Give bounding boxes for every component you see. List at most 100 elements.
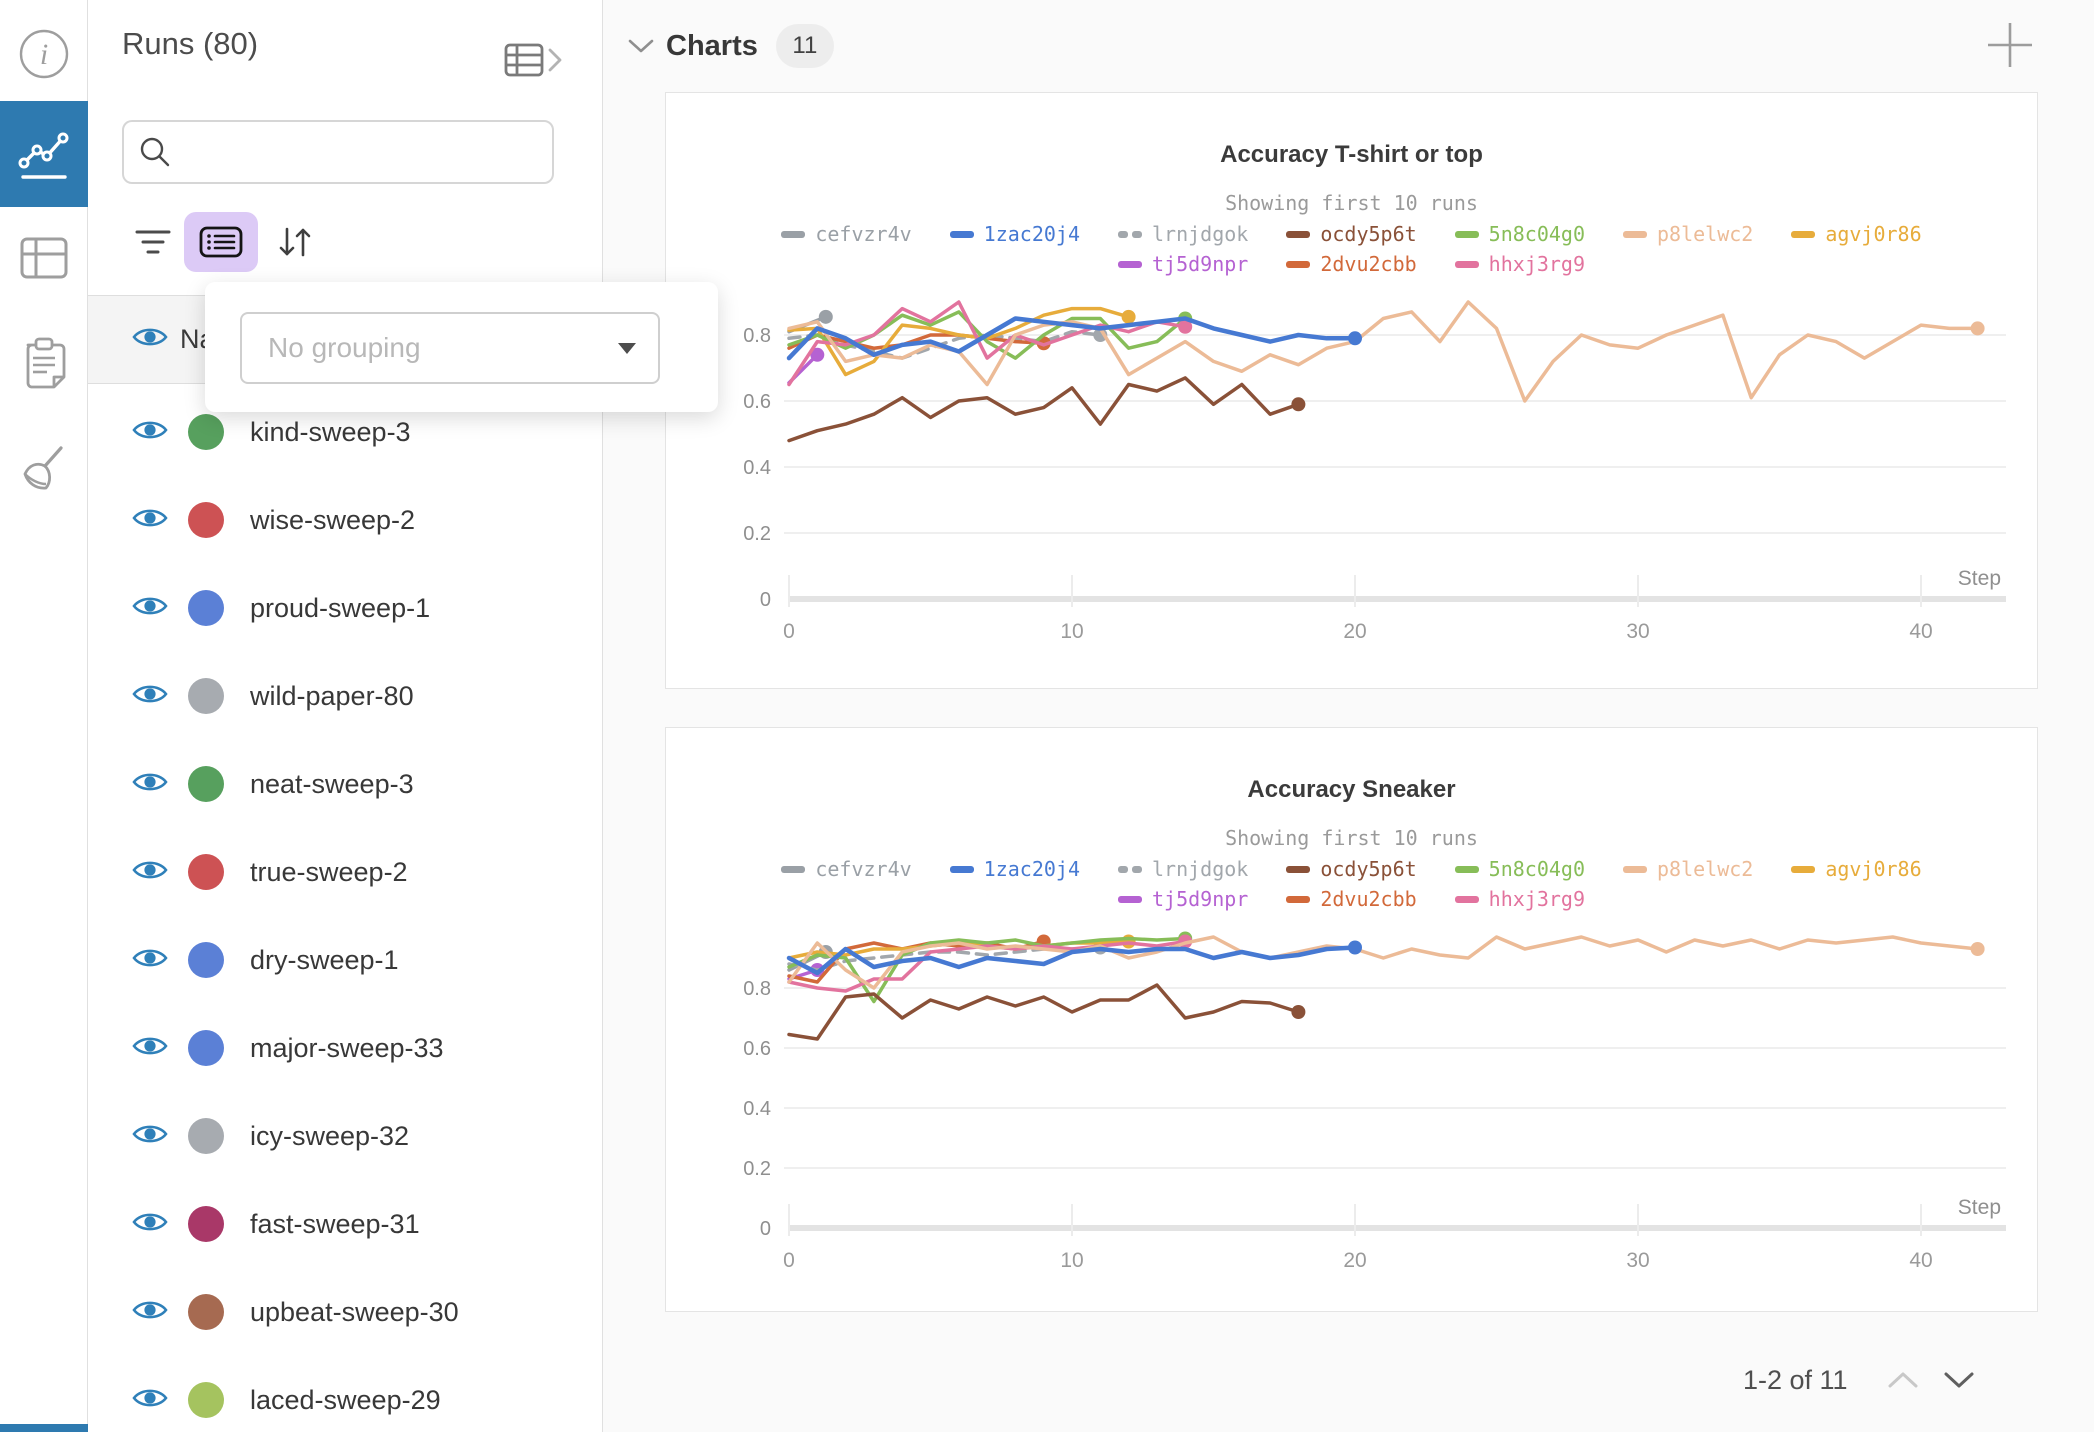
left-rail: i [0, 0, 88, 1432]
toggle-all-visibility-eye-icon[interactable] [132, 324, 168, 355]
legend-item[interactable]: lrnjdgok [1118, 857, 1248, 881]
legend-item[interactable]: ocdy5p6t [1286, 857, 1417, 881]
chart-subtitle: Showing first 10 runs [1225, 191, 1478, 215]
charts-pagination: 1-2 of 11 [1743, 1356, 1976, 1404]
legend-series-name: 2dvu2cbb [1320, 252, 1417, 276]
charts-workspace: Charts 11 Accuracy T-shirt or top Showing… [603, 0, 2094, 1432]
legend-item[interactable]: p8lelwc2 [1622, 222, 1754, 246]
run-visibility-eye-icon[interactable] [132, 417, 168, 448]
run-visibility-eye-icon[interactable] [132, 1385, 168, 1416]
runs-search-input[interactable] [182, 121, 552, 183]
legend-item[interactable]: 5n8c04g0 [1454, 857, 1585, 881]
legend-item[interactable]: 5n8c04g0 [1454, 222, 1585, 246]
rail-item-info[interactable]: i [0, 24, 88, 84]
run-list-item[interactable]: major-sweep-33 [88, 1004, 603, 1092]
run-visibility-eye-icon[interactable] [132, 593, 168, 624]
chart-plot[interactable]: 0 0.2 0.4 0.6 0.8 0 10 20 30 40 Step [666, 93, 2037, 690]
legend-item[interactable]: cefvzr4v [781, 222, 912, 246]
legend-item[interactable]: agvj0r86 [1791, 857, 1922, 881]
legend-series-name: ocdy5p6t [1320, 857, 1417, 881]
run-name: icy-sweep-32 [250, 1120, 410, 1151]
legend-series-name: p8lelwc2 [1656, 222, 1754, 246]
rail-item-sweeps[interactable] [0, 438, 88, 500]
filter-button[interactable] [122, 211, 184, 273]
rail-item-runs-table[interactable] [0, 228, 88, 288]
run-list-item[interactable]: wise-sweep-2 [88, 476, 603, 564]
sort-runs-button[interactable] [262, 211, 328, 273]
series-line-5n8c04g0 [787, 936, 1187, 1004]
run-list-item[interactable]: neat-sweep-3 [88, 740, 603, 828]
run-visibility-eye-icon[interactable] [132, 945, 168, 976]
svg-text:Step: Step [1958, 1196, 2001, 1219]
svg-text:30: 30 [1626, 1249, 1649, 1272]
legend-item[interactable]: 1zac20j4 [949, 222, 1080, 246]
rail-item-notes[interactable] [0, 332, 88, 394]
page-down-icon[interactable] [1942, 1369, 1976, 1391]
legend-series-name: tj5d9npr [1152, 252, 1249, 276]
run-name: upbeat-sweep-30 [250, 1296, 459, 1327]
svg-text:20: 20 [1343, 620, 1366, 643]
chart-legend: cefvzr4v 1zac20j4 lrnjdgok ocdy5p6t 5n8c04g0… [666, 219, 2037, 279]
legend-swatch-icon [1286, 865, 1311, 873]
legend-item[interactable]: p8lelwc2 [1622, 857, 1753, 881]
run-visibility-eye-icon[interactable] [132, 769, 168, 800]
run-color-dot [188, 590, 224, 626]
legend-item[interactable]: cefvzr4v [781, 857, 912, 881]
legend-swatch-icon [1286, 230, 1311, 238]
legend-item[interactable]: 1zac20j4 [949, 857, 1080, 881]
legend-series-name: cefvzr4v [815, 857, 912, 881]
run-list-item[interactable]: kind-sweep-3 [88, 388, 603, 476]
legend-item[interactable]: 2dvu2cbb [1286, 252, 1417, 276]
run-list-item[interactable]: proud-sweep-1 [88, 564, 603, 652]
run-color-dot [188, 1294, 224, 1330]
run-visibility-eye-icon[interactable] [132, 505, 168, 536]
run-list-item[interactable]: laced-sweep-29 [88, 1356, 603, 1432]
legend-series-name: 2dvu2cbb [1320, 887, 1417, 911]
legend-item[interactable]: tj5d9npr [1118, 252, 1248, 276]
broom-icon [23, 446, 63, 490]
filter-icon [135, 230, 171, 254]
chart-panel-accuracy-sneaker[interactable]: Accuracy Sneaker Showing first 10 runs cef… [665, 727, 2038, 1312]
legend-item[interactable]: hhxj3rg9 [1454, 887, 1585, 911]
run-visibility-eye-icon[interactable] [132, 1033, 168, 1064]
run-list-item[interactable]: true-sweep-2 [88, 828, 603, 916]
run-list-item[interactable]: dry-sweep-1 [88, 916, 603, 1004]
rail-item-workspace-active[interactable] [0, 101, 88, 207]
runs-search [122, 120, 554, 184]
run-list-item[interactable]: icy-sweep-32 [88, 1092, 603, 1180]
legend-item[interactable]: agvj0r86 [1791, 222, 1922, 246]
run-list-item[interactable]: wild-paper-80 [88, 652, 603, 740]
chevron-down-icon[interactable] [628, 38, 654, 54]
legend-series-name: hhxj3rg9 [1488, 887, 1585, 911]
run-color-dot [188, 942, 224, 978]
svg-text:0.6: 0.6 [743, 1038, 771, 1060]
run-list-item[interactable]: upbeat-sweep-30 [88, 1268, 603, 1356]
series-line-2dvu2cbb [787, 333, 1046, 350]
chart-title: Accuracy Sneaker [1247, 776, 1456, 803]
chart-panel-accuracy-tshirt[interactable]: Accuracy T-shirt or top Showing first 10 … [665, 92, 2038, 689]
dropdown-caret-icon [618, 342, 636, 354]
group-runs-button[interactable] [184, 212, 258, 272]
run-list-item[interactable]: fast-sweep-31 [88, 1180, 603, 1268]
legend-item[interactable]: hhxj3rg9 [1454, 252, 1585, 276]
runs-toolbar [122, 210, 328, 274]
run-list: kind-sweep-3 wise-sweep-2 proud-sweep-1 wil… [88, 388, 603, 1432]
legend-item[interactable]: lrnjdgok [1118, 222, 1248, 246]
run-visibility-eye-icon[interactable] [132, 1297, 168, 1328]
run-visibility-eye-icon[interactable] [132, 1209, 168, 1240]
run-visibility-eye-icon[interactable] [132, 1121, 168, 1152]
grouping-select[interactable]: No grouping [240, 312, 660, 384]
legend-item[interactable]: tj5d9npr [1118, 887, 1248, 911]
legend-swatch-icon [781, 230, 806, 238]
legend-item[interactable]: 2dvu2cbb [1286, 887, 1417, 911]
expand-runs-table-button[interactable] [504, 40, 566, 80]
chart-plot[interactable]: 0 0.2 0.4 0.6 0.8 0 10 20 30 40 Step [666, 728, 2037, 1313]
legend-series-name: lrnjdgok [1152, 857, 1249, 881]
legend-item[interactable]: ocdy5p6t [1286, 222, 1417, 246]
page-up-icon[interactable] [1886, 1369, 1920, 1391]
run-name: kind-sweep-3 [250, 416, 411, 447]
search-icon [140, 137, 170, 167]
run-visibility-eye-icon[interactable] [132, 857, 168, 888]
run-visibility-eye-icon[interactable] [132, 681, 168, 712]
add-panel-button[interactable] [1987, 22, 2033, 68]
